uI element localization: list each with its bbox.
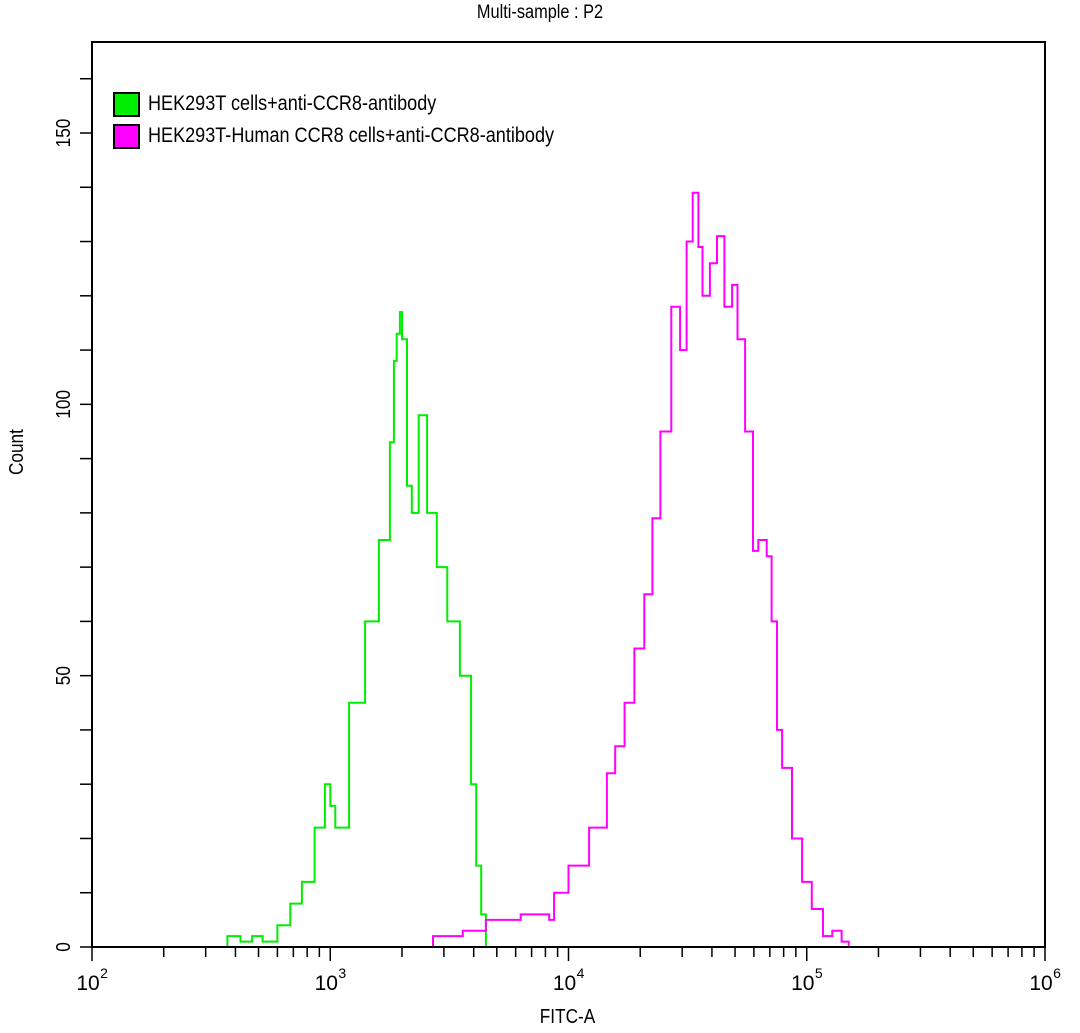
y-tick-label: 100 (52, 390, 75, 419)
legend-item-ccr8: HEK293T-Human CCR8 cells+anti-CCR8-antib… (113, 120, 620, 152)
chart-title: Multi-sample : P2 (476, 2, 604, 23)
legend-swatch-green (113, 91, 140, 117)
series-control-line (215, 311, 487, 948)
series-layer (215, 191, 850, 948)
y-axis-ticks (80, 77, 92, 948)
legend: HEK293T cells+anti-CCR8-antibody HEK293T… (113, 88, 620, 152)
svg-text:10: 10 (76, 972, 99, 995)
svg-text:10: 10 (791, 972, 814, 995)
x-axis-label: FITC-A (539, 1006, 596, 1028)
legend-swatch-magenta (113, 123, 140, 149)
y-axis-label: Count (6, 429, 28, 475)
svg-text:3: 3 (338, 965, 346, 981)
svg-text:10: 10 (315, 972, 338, 995)
svg-text:6: 6 (1053, 965, 1061, 981)
y-tick-label: 150 (52, 119, 75, 148)
legend-label: HEK293T cells+anti-CCR8-antibody (148, 92, 437, 115)
svg-text:5: 5 (815, 965, 823, 981)
y-tick-label: 50 (52, 666, 75, 685)
series-ccr8-line (385, 191, 850, 948)
y-tick-label: 0 (52, 942, 75, 952)
plot-frame (91, 41, 1046, 948)
svg-text:10: 10 (1029, 972, 1052, 995)
svg-text:2: 2 (100, 965, 108, 981)
legend-item-control: HEK293T cells+anti-CCR8-antibody (113, 88, 620, 120)
legend-label: HEK293T-Human CCR8 cells+anti-CCR8-antib… (148, 124, 555, 147)
svg-text:4: 4 (577, 965, 585, 981)
x-axis-ticks (91, 947, 1046, 961)
svg-text:10: 10 (553, 972, 576, 995)
